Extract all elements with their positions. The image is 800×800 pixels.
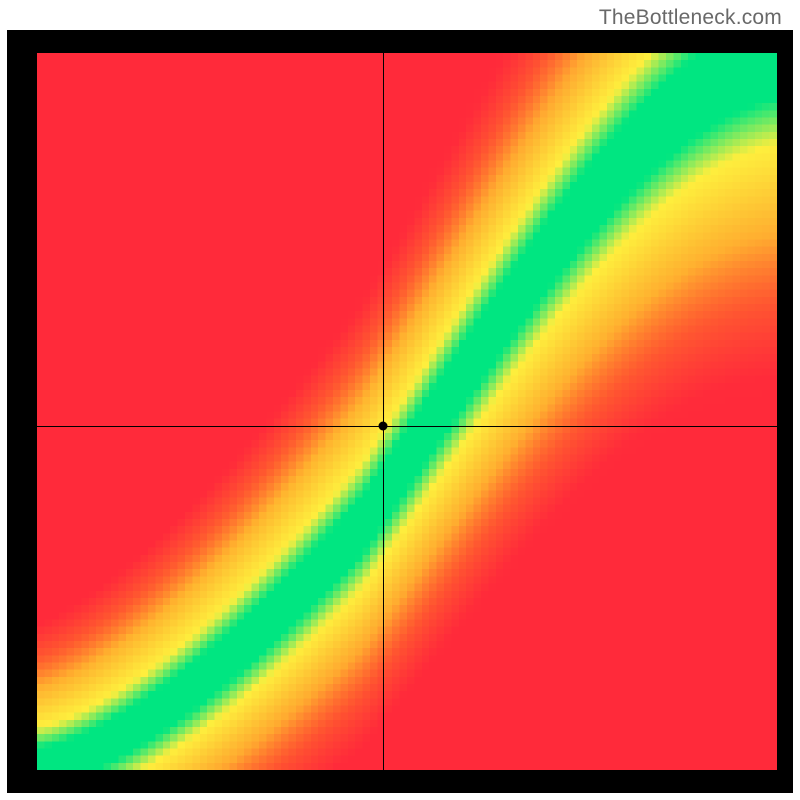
outer-frame	[7, 30, 793, 793]
marker-dot	[379, 421, 388, 430]
crosshair-horizontal	[37, 426, 777, 427]
root: TheBottleneck.com	[0, 0, 800, 800]
plot-area	[37, 53, 777, 770]
crosshair-vertical	[383, 53, 384, 770]
watermark-text: TheBottleneck.com	[599, 6, 782, 30]
heatmap-canvas	[37, 53, 777, 770]
